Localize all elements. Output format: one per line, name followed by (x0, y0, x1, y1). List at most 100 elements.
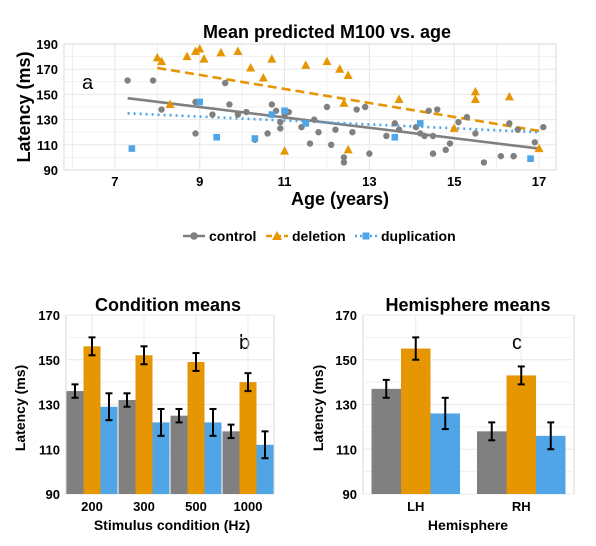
point-control (429, 150, 437, 157)
point-deletion (504, 91, 514, 101)
point-deletion (470, 94, 480, 103)
point-control (353, 106, 360, 113)
point-control (455, 118, 462, 126)
point-control (192, 130, 199, 137)
point-deletion (165, 99, 175, 108)
bar-duplication (204, 422, 222, 494)
bar-deletion (187, 361, 205, 494)
panel-c-bars (371, 336, 566, 494)
bar-control (371, 388, 401, 494)
bar-control (170, 415, 188, 494)
bar-duplication (152, 422, 170, 494)
point-deletion (280, 146, 290, 155)
fit-line-deletion (157, 66, 540, 133)
legend-label-control: control (209, 228, 256, 244)
point-control (328, 141, 335, 148)
point-duplication (128, 145, 136, 152)
point-control (391, 120, 399, 127)
x-tick-label: RH (512, 499, 531, 514)
plot-border (63, 43, 557, 171)
point-duplication (196, 98, 204, 106)
point-control (434, 106, 441, 113)
point-control (306, 140, 314, 147)
bar-duplication (100, 406, 118, 494)
panel-a-ticks: 7 9 11 13 15 17 90 110 130 150 170 190 (36, 37, 546, 189)
panel-c-ticks: 90 110 130 150 170 LH RH (335, 308, 530, 514)
y-tick-label: 170 (36, 62, 58, 77)
bar-deletion (401, 348, 431, 494)
point-control (446, 140, 454, 147)
y-tick-label: 130 (38, 398, 60, 413)
point-control (340, 159, 348, 166)
point-control (429, 132, 437, 140)
point-deletion (267, 54, 277, 63)
x-tick-label: LH (407, 499, 424, 514)
point-control (510, 152, 517, 160)
panel-a-fit-lines (127, 66, 540, 150)
point-control (463, 113, 471, 121)
bar-control (66, 391, 84, 494)
point-deletion (322, 56, 332, 66)
x-tick-label: 1000 (234, 499, 263, 514)
y-tick-label: 150 (36, 87, 58, 102)
panel-a-grid (63, 43, 557, 171)
x-tick-label: 9 (196, 174, 203, 189)
y-tick-label: 150 (335, 353, 357, 368)
panel-c-ylabel: Latency (ms) (310, 365, 326, 451)
bar-deletion (83, 346, 101, 494)
point-deletion (182, 51, 192, 61)
point-deletion (343, 144, 353, 154)
point-deletion (195, 44, 205, 53)
y-tick-label: 110 (37, 138, 58, 153)
bar-control (118, 400, 136, 494)
point-control (323, 103, 331, 111)
y-tick-label: 130 (36, 113, 58, 128)
x-tick-label: 13 (362, 174, 376, 189)
point-duplication (391, 133, 399, 141)
point-control (531, 139, 538, 146)
y-tick-label: 90 (46, 487, 60, 502)
legend-item-deletion: deletion (266, 228, 346, 244)
panel-a-xlabel: Age (years) (291, 189, 389, 209)
point-control (349, 129, 356, 136)
bar-duplication (256, 444, 274, 494)
point-duplication (213, 133, 220, 141)
point-duplication (416, 120, 424, 127)
point-deletion (258, 73, 268, 82)
x-tick-label: 17 (532, 174, 546, 189)
x-tick-label: 200 (81, 499, 103, 514)
panel-a-ylabel: Latency (ms) (14, 51, 34, 162)
point-duplication (527, 155, 534, 162)
panel-b: Condition means Latency (ms) Stimulus co… (12, 295, 275, 533)
panel-c-letter: c (512, 332, 522, 354)
legend-item-control: control (183, 228, 256, 244)
point-control (311, 116, 318, 123)
point-control (361, 103, 369, 111)
point-control (425, 107, 432, 114)
point-control (366, 150, 373, 157)
point-control (277, 125, 284, 132)
panel-c: Hemisphere means Latency (ms) Hemisphere… (310, 295, 575, 533)
x-tick-label: 500 (185, 499, 207, 514)
bar-deletion (506, 375, 536, 494)
point-duplication (302, 120, 310, 127)
point-deletion (339, 98, 349, 107)
point-control (281, 112, 288, 120)
point-control (234, 111, 242, 118)
point-control (442, 146, 449, 154)
panel-b-letter: b (239, 332, 250, 354)
point-deletion (199, 54, 209, 63)
y-tick-label: 90 (343, 487, 357, 502)
point-control (332, 126, 339, 133)
point-control (540, 123, 547, 131)
bar-deletion (239, 382, 257, 494)
point-control (221, 79, 229, 87)
legend-item-duplication: duplication (355, 228, 456, 244)
panel-a-points (124, 44, 547, 166)
y-tick-label: 110 (336, 442, 357, 457)
y-tick-label: 110 (39, 442, 60, 457)
point-control (226, 101, 233, 108)
panel-c-title: Hemisphere means (385, 295, 550, 315)
panel-b-ylabel: Latency (ms) (12, 365, 28, 451)
panel-b-ticks: 90 110 130 150 170 200 300 500 1000 (38, 308, 262, 514)
